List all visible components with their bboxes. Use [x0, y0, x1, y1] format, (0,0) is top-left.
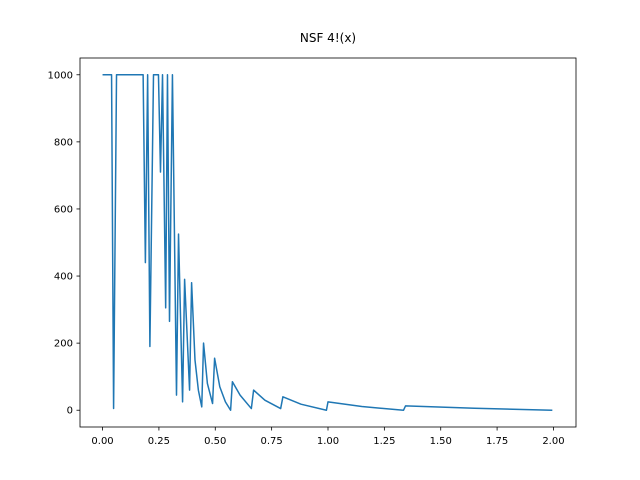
y-tick-label: 0 [67, 406, 73, 417]
x-tick-label: 2.00 [542, 436, 564, 447]
line-series [102, 74, 553, 411]
y-tick-label: 600 [54, 204, 73, 215]
axes-frame [79, 57, 577, 428]
x-tick-label: 0.50 [204, 436, 226, 447]
y-tick-label: 200 [54, 339, 73, 350]
x-tick-label: 1.25 [373, 436, 395, 447]
y-tick-label: 800 [54, 137, 73, 148]
x-tick-label: 0.75 [261, 436, 283, 447]
x-tick-label: 0.00 [91, 436, 113, 447]
x-tick-label: 1.00 [317, 436, 339, 447]
x-tick-label: 1.50 [430, 436, 452, 447]
y-tick-label: 400 [54, 272, 73, 283]
y-tick-label: 1000 [48, 70, 73, 81]
x-tick-label: 0.25 [148, 436, 170, 447]
x-tick-label: 1.75 [486, 436, 508, 447]
chart-title: NSF 4!(x) [300, 31, 356, 45]
